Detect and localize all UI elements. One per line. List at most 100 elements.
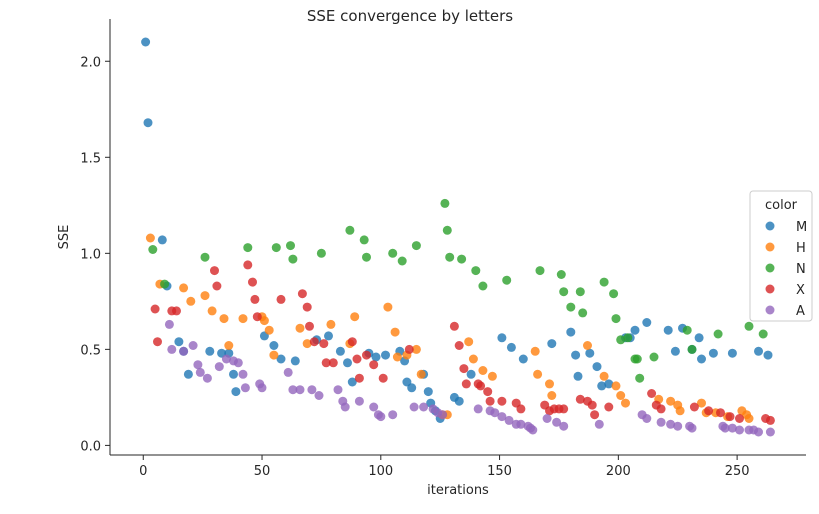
point-N-20 [502, 275, 512, 285]
point-M-38 [518, 354, 528, 364]
point-A-48 [642, 414, 652, 423]
point-X-16 [321, 358, 331, 368]
legend-label-A: A [796, 304, 805, 319]
point-M-35 [466, 369, 476, 379]
point-A-50 [666, 419, 676, 429]
point-X-5 [212, 281, 222, 291]
point-N-29 [611, 314, 621, 324]
point-M-7 [205, 346, 215, 356]
point-A-5 [195, 367, 205, 377]
point-X-26 [454, 341, 464, 350]
point-M-39 [547, 339, 557, 349]
point-N-6 [288, 254, 298, 264]
point-M-0 [141, 37, 151, 47]
point-N-2 [200, 252, 210, 262]
point-H-32 [545, 379, 554, 389]
point-X-50 [704, 406, 714, 416]
chart-title: SSE convergence by letters [307, 7, 513, 25]
point-A-24 [369, 402, 379, 412]
point-H-28 [478, 366, 488, 375]
legend-frame [749, 190, 813, 322]
point-A-37 [504, 415, 514, 425]
point-M-4 [174, 337, 184, 347]
point-M-36 [497, 333, 507, 343]
point-N-22 [556, 270, 566, 279]
point-A-43 [542, 414, 552, 423]
point-A-4 [193, 360, 203, 370]
point-A-7 [214, 362, 224, 372]
point-M-18 [335, 346, 345, 356]
point-A-45 [559, 421, 569, 431]
point-A-28 [409, 402, 419, 412]
point-N-3 [243, 243, 253, 253]
point-H-17 [350, 312, 360, 322]
y-tick-label: 0.5 [80, 343, 101, 358]
point-H-35 [599, 371, 609, 381]
point-A-46 [594, 419, 604, 429]
point-M-42 [573, 371, 583, 381]
point-H-15 [326, 319, 336, 329]
point-H-26 [464, 337, 474, 347]
point-N-13 [411, 241, 421, 251]
point-H-31 [533, 369, 543, 379]
point-M-55 [694, 333, 704, 343]
point-X-45 [604, 402, 614, 412]
point-A-18 [307, 385, 317, 395]
point-X-15 [319, 339, 329, 349]
point-N-38 [713, 329, 723, 339]
point-H-38 [621, 398, 630, 408]
point-N-23 [559, 287, 569, 297]
point-A-33 [473, 404, 483, 414]
legend-marker-M [765, 221, 775, 231]
point-M-20 [347, 377, 357, 387]
point-X-49 [689, 402, 699, 412]
point-M-46 [604, 379, 614, 389]
legend-label-M: M [796, 220, 807, 235]
point-M-27 [407, 383, 417, 393]
point-H-49 [744, 414, 754, 423]
series-N [148, 198, 768, 383]
point-A-56 [727, 423, 737, 433]
point-X-8 [250, 294, 260, 304]
point-M-14 [276, 354, 286, 364]
point-H-27 [468, 354, 478, 364]
point-M-22 [371, 352, 381, 362]
point-N-34 [635, 373, 645, 383]
legend-marker-H [765, 242, 775, 252]
plot-area [141, 37, 775, 437]
point-A-20 [333, 385, 343, 395]
point-N-8 [345, 225, 355, 235]
point-N-19 [478, 281, 488, 291]
point-N-30 [616, 335, 626, 345]
point-X-35 [516, 404, 526, 414]
point-M-1 [143, 118, 153, 128]
point-A-51 [673, 421, 683, 431]
point-N-0 [148, 245, 158, 254]
point-H-22 [411, 344, 421, 354]
point-M-45 [597, 381, 607, 391]
point-N-1 [160, 279, 170, 289]
point-X-23 [378, 373, 388, 383]
point-H-40 [666, 396, 676, 406]
point-A-26 [376, 412, 386, 422]
point-H-37 [616, 391, 626, 400]
point-M-60 [763, 350, 773, 360]
point-H-18 [383, 302, 393, 312]
point-X-1 [153, 337, 162, 347]
point-N-25 [575, 287, 585, 297]
point-H-36 [611, 381, 621, 391]
point-M-51 [663, 325, 673, 335]
point-X-46 [647, 389, 657, 398]
point-X-40 [559, 404, 569, 414]
point-M-2 [157, 235, 167, 245]
point-N-9 [359, 235, 369, 245]
point-H-19 [390, 327, 400, 337]
x-tick-label: 50 [254, 464, 271, 479]
point-N-37 [687, 344, 697, 354]
point-A-57 [735, 425, 744, 435]
point-A-29 [419, 402, 429, 412]
point-X-22 [369, 360, 379, 370]
point-H-4 [200, 291, 210, 301]
y-axis-label: SSE [57, 225, 72, 250]
